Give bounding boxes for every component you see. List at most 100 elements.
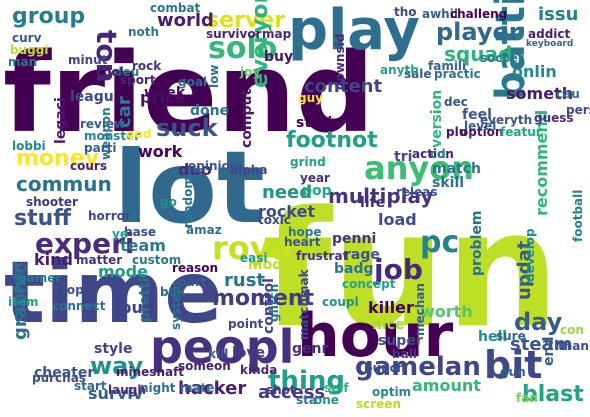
word-anyth: anyth: [380, 63, 419, 77]
word-curv: curv: [12, 31, 42, 45]
word-commun: commun: [16, 172, 112, 196]
word-rage: rage: [344, 247, 380, 263]
word-price: price: [140, 88, 186, 107]
word-server: server: [206, 8, 285, 33]
word-gun: gun: [500, 365, 526, 379]
word-custom: custom: [132, 253, 182, 267]
word-bit: bit: [484, 343, 543, 387]
word-thing: thing: [268, 366, 345, 396]
word-life: life: [360, 195, 386, 211]
word-easi: easi: [240, 251, 268, 265]
word-laugh: laugh: [108, 383, 146, 397]
word-opinion: opinion: [188, 159, 239, 173]
word-player: player: [436, 18, 521, 46]
word-money: money: [16, 146, 99, 171]
word-point: point: [228, 317, 264, 331]
word-football: football: [571, 189, 585, 242]
word-soccer: soccer: [480, 51, 524, 65]
word-stori: stori: [296, 115, 333, 131]
word-optim: optim: [372, 385, 412, 399]
word-screen: screen: [356, 397, 401, 411]
word-reason: reason: [172, 261, 219, 275]
word-squad: squad: [444, 42, 513, 66]
word-fun: fun: [262, 176, 560, 363]
word-matter: matter: [76, 253, 123, 267]
word-amaz: amaz: [186, 223, 222, 237]
word-frustrat: frustrat: [296, 249, 349, 263]
word-tho: tho: [394, 5, 417, 19]
word-lobbi: lobbi: [12, 139, 46, 153]
word-week: week: [144, 85, 186, 101]
word-anyon: anyon: [364, 149, 474, 187]
word-issu: issu: [538, 4, 579, 25]
word-way: way: [90, 352, 144, 380]
word-cool: cool: [96, 65, 124, 79]
word-pop: pop: [302, 183, 332, 199]
word-grind: grind: [290, 155, 326, 169]
word-peopl: peopl: [150, 320, 295, 374]
word-moment: moment: [212, 286, 315, 311]
word-cau: cau: [556, 87, 580, 101]
word-sale: sale: [404, 67, 432, 81]
word-bunch: bunch: [364, 361, 406, 375]
word-bug: bug: [120, 298, 155, 317]
word-rust: rust: [224, 270, 266, 291]
word-awhil: awhil: [422, 7, 458, 21]
word-worth: worth: [420, 302, 473, 321]
word-develop: develop: [523, 228, 537, 282]
word-challeng: challeng: [450, 7, 508, 21]
word-ye: ye: [112, 227, 128, 241]
word-deu: deu: [114, 65, 140, 79]
word-penni: penni: [332, 231, 377, 247]
word-start: start: [74, 379, 107, 393]
word-version: version: [429, 89, 445, 148]
word-hour: hour: [297, 301, 454, 371]
word-killer: killer: [368, 298, 414, 317]
word-badg: badg: [334, 261, 374, 277]
word-love: love: [232, 345, 266, 361]
word-kinda: kinda: [240, 363, 278, 377]
word-mod: mod: [248, 257, 283, 273]
word-play: play: [288, 0, 420, 63]
word-item: item: [8, 295, 39, 309]
word-shot: shot: [266, 383, 296, 397]
word-need: need: [262, 182, 313, 203]
word-mate: mate: [180, 381, 215, 395]
word-royal: royal: [212, 229, 304, 267]
word-hell: hell: [478, 329, 508, 345]
word-ball: ball: [392, 347, 417, 361]
word-base: base: [124, 225, 156, 239]
word-gamer: gamer: [18, 271, 62, 285]
word-someon: someon: [178, 359, 231, 373]
word-action: action: [412, 147, 454, 161]
word-random: random: [181, 176, 195, 228]
word-shooter: shooter: [26, 195, 78, 209]
word-job: job: [374, 253, 423, 286]
word-heart: heart: [284, 235, 321, 249]
word-keyboard: keyboard: [526, 39, 574, 49]
word-releas: releas: [396, 185, 438, 199]
word-multiplay: multiplay: [328, 184, 434, 208]
word-parti: parti: [84, 141, 117, 155]
word-person: person: [566, 103, 590, 117]
word-practic: practic: [434, 67, 481, 81]
word-cheater: cheater: [34, 365, 95, 381]
word-con: con: [560, 323, 584, 337]
word-done: done: [190, 103, 230, 119]
word-everyth: everyth: [480, 113, 533, 127]
word-goal: goal: [178, 75, 208, 89]
word-competit: competit: [11, 261, 25, 322]
word-surviv: surviv: [88, 384, 144, 403]
word-buy: buy: [264, 49, 294, 65]
word-cours: cours: [70, 159, 107, 173]
word-gamelan: gamelan: [355, 352, 481, 382]
word-guess: guess: [534, 111, 574, 125]
word-style: style: [94, 341, 133, 357]
word-rock: rock: [132, 59, 162, 73]
word-fan: fan: [516, 391, 538, 405]
word-part: part: [178, 275, 207, 289]
word-sta: sta: [296, 393, 317, 407]
word-sure: sure: [496, 329, 526, 343]
word-experi: experi: [35, 227, 135, 260]
